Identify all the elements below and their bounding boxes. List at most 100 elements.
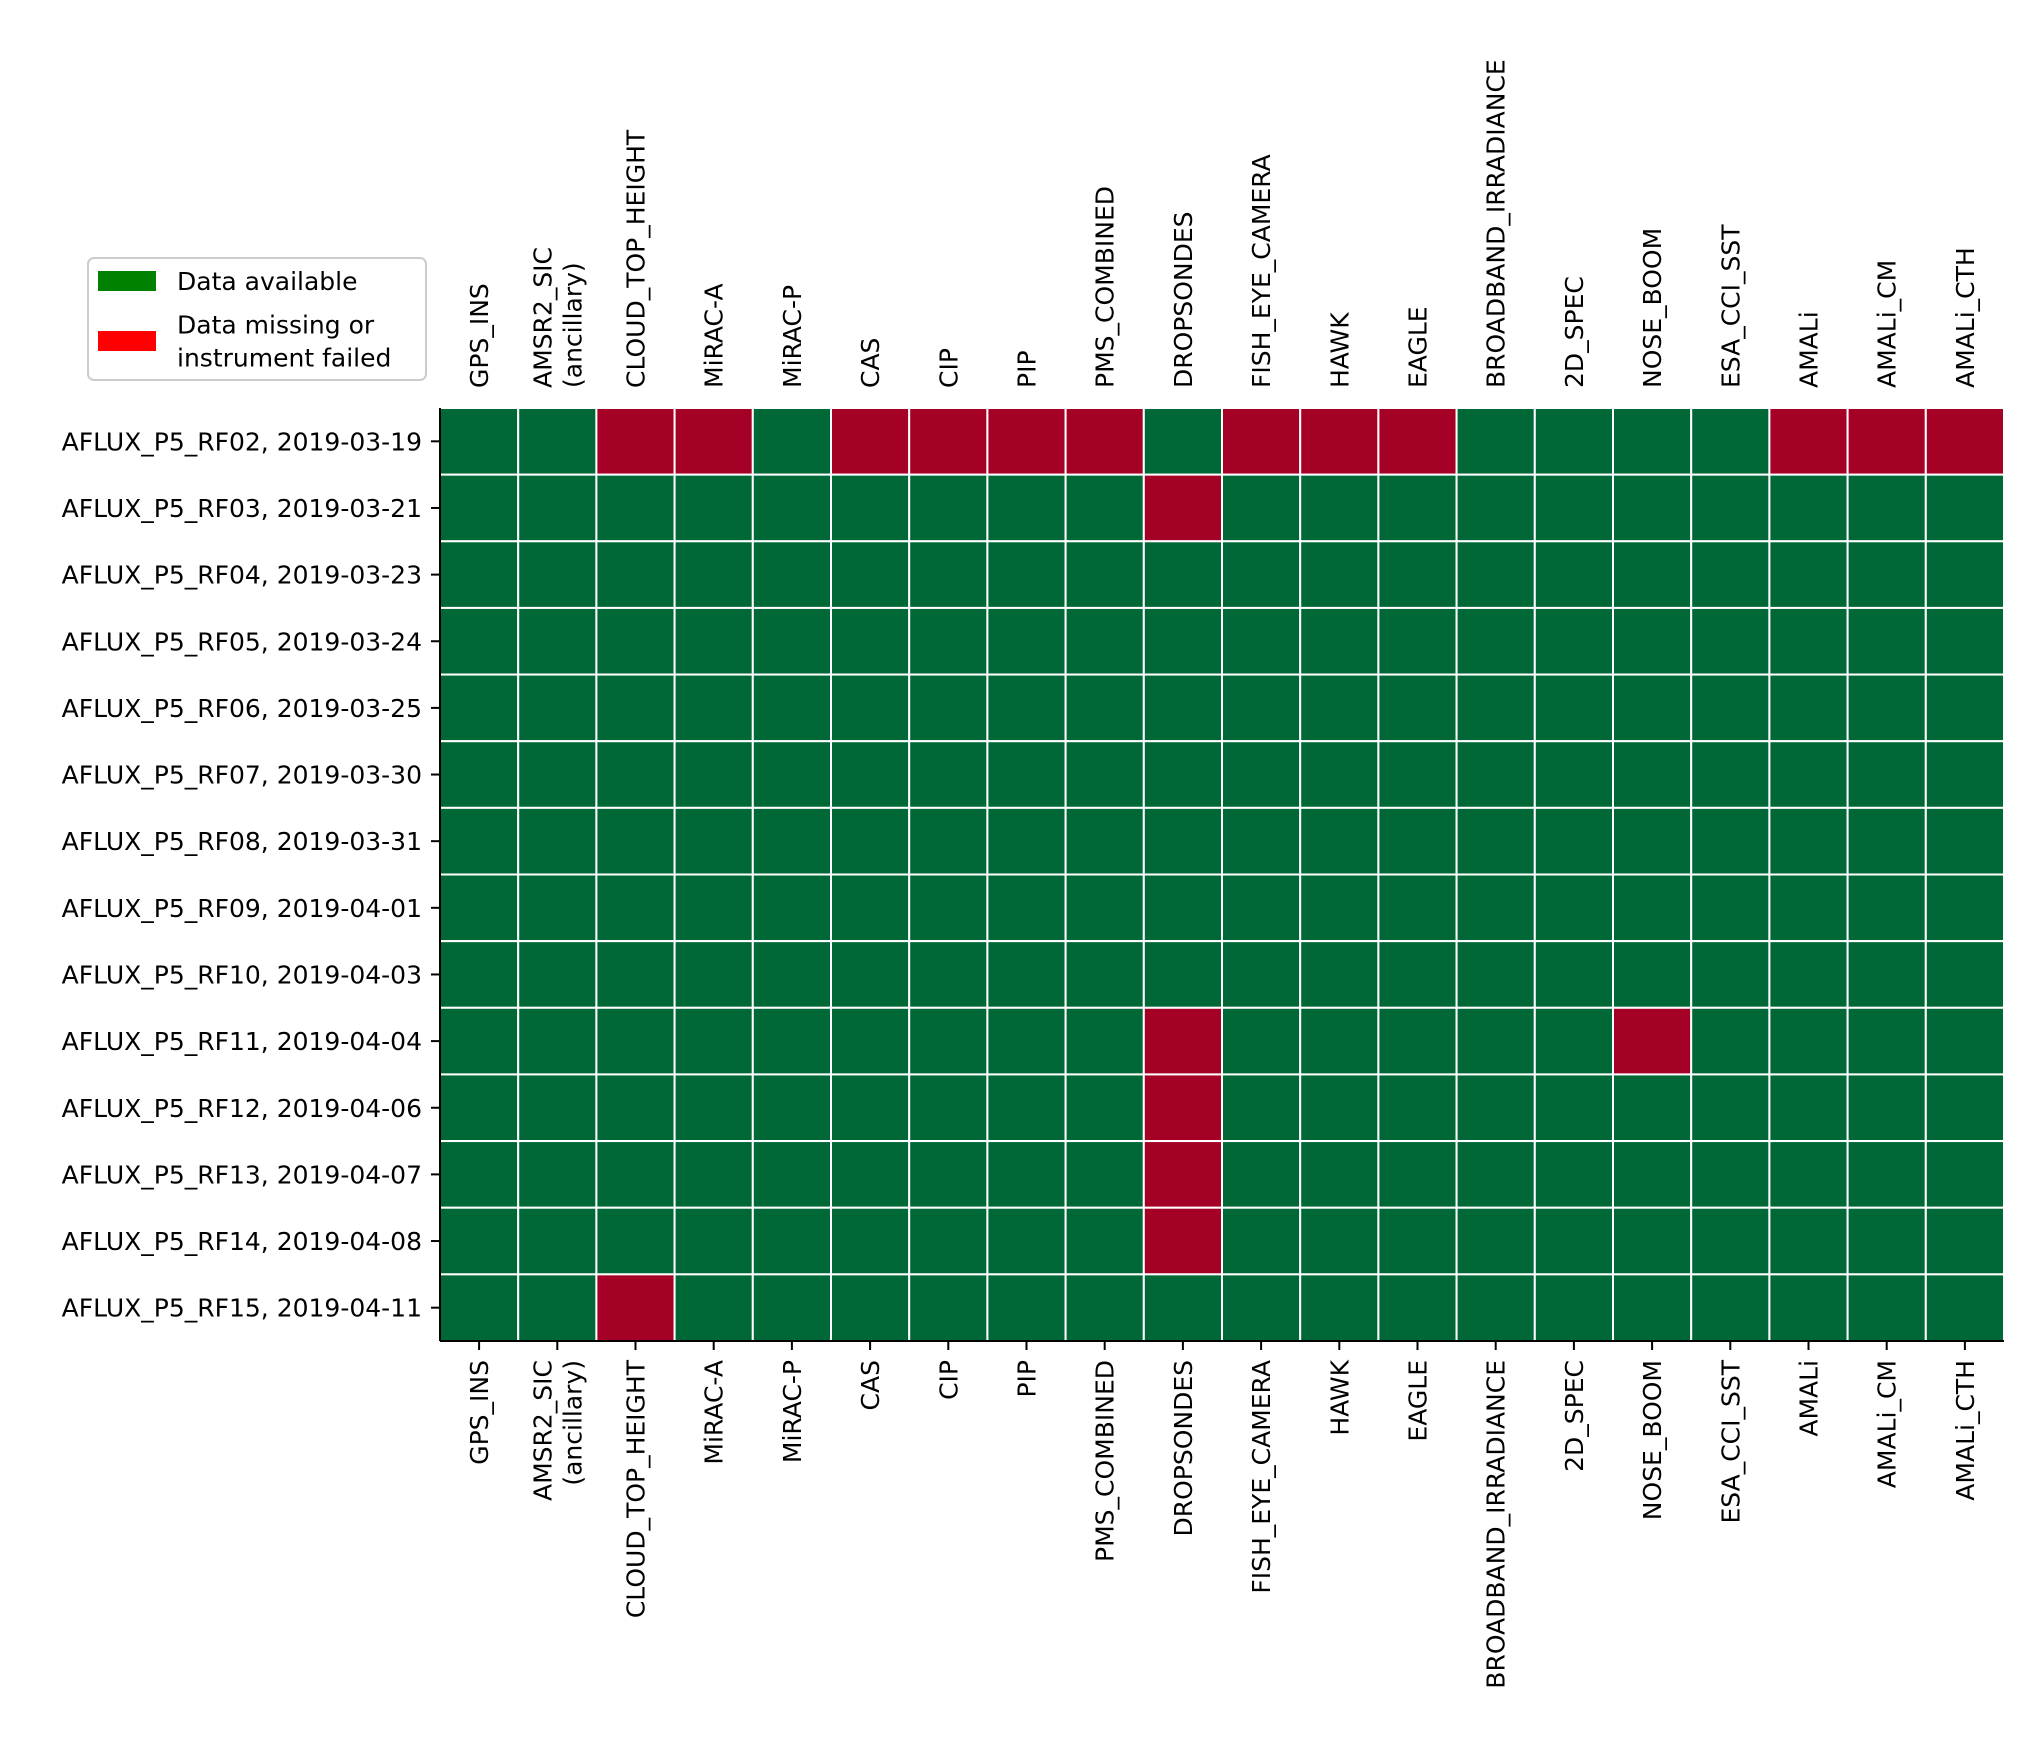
top-label-line: MiRAC-P (778, 285, 807, 388)
heatmap-cell-r0-c9 (1142, 407, 1224, 476)
heatmap-cell-r4-c13 (1455, 673, 1536, 743)
top-label-broadband-irradiance: BROADBAND_IRRADIANCE (1482, 59, 1511, 388)
top-label-hawk: HAWK (1325, 312, 1354, 388)
heatmap-cell-r6-c3 (673, 806, 754, 876)
heatmap-cell-r12-c2 (595, 1206, 676, 1276)
heatmap-cell-r9-c7 (986, 1006, 1067, 1076)
heatmap-cell-r2-c7 (986, 540, 1067, 609)
heatmap-cell-r6-c0 (439, 806, 520, 876)
heatmap-cell-r10-c13 (1455, 1073, 1536, 1143)
heatmap-cell-r10-c4 (751, 1073, 832, 1143)
bottom-label-amali-cth: AMALi_CTH (1951, 1360, 1980, 1501)
heatmap-cell-r4-c18 (1846, 673, 1927, 743)
heatmap-cell-r9-c16 (1690, 1006, 1771, 1076)
top-label-cloud-top-height: CLOUD_TOP_HEIGHT (622, 129, 651, 388)
row-label-aflux-p5-rf04-2019-03-23: AFLUX_P5_RF04, 2019-03-23 (62, 561, 422, 590)
heatmap-cell-r10-c15 (1612, 1073, 1693, 1143)
heatmap-cell-r0-c18 (1846, 407, 1927, 476)
top-label-amali-cm: AMALi_CM (1873, 260, 1902, 388)
heatmap-cell-r4-c1 (517, 673, 598, 743)
bottom-label-dropsondes: DROPSONDES (1169, 1360, 1198, 1537)
bottom-label-line: PIP (1013, 1360, 1042, 1398)
row-label-aflux-p5-rf03-2019-03-21: AFLUX_P5_RF03, 2019-03-21 (62, 494, 422, 523)
row-label-aflux-p5-rf10-2019-04-03: AFLUX_P5_RF10, 2019-04-03 (62, 960, 422, 989)
heatmap-cell-r12-c6 (908, 1206, 989, 1276)
bottom-label-line: CLOUD_TOP_HEIGHT (622, 1359, 651, 1618)
heatmap-cell-r8-c12 (1377, 940, 1458, 1009)
top-label-pip: PIP (1013, 350, 1042, 388)
heatmap-cell-r3-c16 (1690, 606, 1771, 676)
heatmap-cell-r3-c18 (1846, 606, 1927, 676)
bottom-label-line: CAS (856, 1360, 885, 1410)
heatmap-cell-r8-c6 (908, 940, 989, 1009)
heatmap-cell-r2-c10 (1221, 540, 1302, 609)
heatmap-cell-r1-c18 (1846, 473, 1927, 543)
heatmap-cell-r12-c16 (1690, 1206, 1771, 1276)
heatmap-cell-r1-c9 (1142, 473, 1224, 543)
heatmap-cell-r1-c16 (1690, 473, 1771, 543)
heatmap-cell-r5-c7 (986, 740, 1067, 809)
top-label-line: AMALi_CM (1873, 260, 1902, 388)
heatmap-cell-r5-c2 (595, 740, 676, 809)
heatmap-cell-r3-c5 (830, 606, 911, 676)
heatmap-cell-r0-c14 (1533, 407, 1615, 476)
heatmap-cell-r3-c3 (673, 606, 754, 676)
heatmap-cell-r8-c18 (1846, 940, 1927, 1009)
heatmap-cell-r3-c19 (1924, 606, 2006, 676)
heatmap-cell-r1-c7 (986, 473, 1067, 543)
heatmap-cell-r2-c12 (1377, 540, 1458, 609)
top-label-line: CLOUD_TOP_HEIGHT (622, 129, 651, 388)
heatmap-cell-r12-c13 (1455, 1206, 1536, 1276)
heatmap-cell-r13-c9 (1142, 1273, 1224, 1343)
heatmap-cell-r7-c13 (1455, 873, 1536, 943)
top-label-line: AMALi (1795, 311, 1824, 388)
top-label-cip: CIP (934, 348, 963, 388)
heatmap-cell-r5-c9 (1142, 740, 1224, 809)
heatmap-cell-r0-c17 (1768, 407, 1849, 476)
heatmap-cell-r9-c8 (1064, 1006, 1145, 1076)
heatmap-cell-r9-c10 (1221, 1006, 1302, 1076)
heatmap-cell-r11-c17 (1768, 1140, 1849, 1209)
top-label-line: BROADBAND_IRRADIANCE (1482, 59, 1511, 388)
heatmap-cell-r13-c10 (1221, 1273, 1302, 1343)
heatmap-cell-r9-c12 (1377, 1006, 1458, 1076)
bottom-column-labels: GPS_INS AMSR2_SIC(ancillary) CLOUD_TOP_HEI… (465, 1359, 1980, 1688)
bottom-label-line: (ancillary) (558, 1360, 587, 1486)
heatmap-cell-r7-c3 (673, 873, 754, 943)
heatmap-cell-r12-c1 (517, 1206, 598, 1276)
top-label-line: PMS_COMBINED (1091, 186, 1120, 388)
heatmap-cell-r6-c9 (1142, 806, 1224, 876)
top-label-mirac-p: MiRAC-P (778, 285, 807, 388)
heatmap-cell-r0-c8 (1064, 407, 1145, 476)
heatmap-cell-r9-c3 (673, 1006, 754, 1076)
heatmap-cell-r10-c6 (908, 1073, 989, 1143)
heatmap-cell-r7-c16 (1690, 873, 1771, 943)
legend-label-line: Data available (177, 267, 357, 296)
bottom-label-broadband-irradiance: BROADBAND_IRRADIANCE (1482, 1360, 1511, 1689)
bottom-label-line: AMALi_CM (1873, 1360, 1902, 1488)
top-label-line: ESA_CCI_SST (1716, 224, 1745, 388)
heatmap-cell-r8-c16 (1690, 940, 1771, 1009)
heatmap-cell-r0-c19 (1924, 407, 2006, 476)
heatmap-cell-r3-c2 (595, 606, 676, 676)
heatmap-cell-r7-c5 (830, 873, 911, 943)
heatmap-cell-r10-c0 (439, 1073, 520, 1143)
top-label-cas: CAS (856, 338, 885, 388)
heatmap-cell-r11-c5 (830, 1140, 911, 1209)
heatmap-cell-r0-c13 (1455, 407, 1536, 476)
heatmap-cell-r10-c5 (830, 1073, 911, 1143)
heatmap-cell-r4-c10 (1221, 673, 1302, 743)
heatmap-cell-r1-c0 (439, 473, 520, 543)
top-label-amsr2-sic-ancillary: AMSR2_SIC(ancillary) (528, 247, 587, 388)
bottom-label-eagle: EAGLE (1404, 1360, 1433, 1442)
heatmap-cell-r9-c13 (1455, 1006, 1536, 1076)
top-label-line: MiRAC-A (700, 283, 729, 388)
top-label-line: DROPSONDES (1169, 211, 1198, 388)
heatmap-cell-r13-c16 (1690, 1273, 1771, 1343)
bottom-label-pms-combined: PMS_COMBINED (1091, 1360, 1120, 1562)
heatmap-cell-r10-c14 (1533, 1073, 1615, 1143)
heatmap-cell-r13-c4 (751, 1273, 832, 1343)
top-column-labels: GPS_INS AMSR2_SIC(ancillary) CLOUD_TOP_HEI… (465, 59, 1980, 388)
heatmap-cell-r7-c15 (1612, 873, 1693, 943)
